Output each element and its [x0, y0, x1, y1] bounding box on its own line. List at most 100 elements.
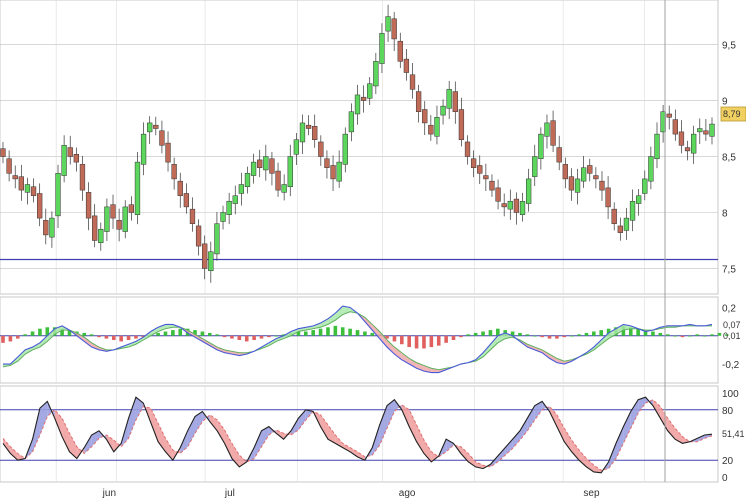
stochastic-fill-segment: [652, 399, 661, 419]
candle-down: [470, 158, 477, 168]
candle-down: [617, 225, 623, 233]
candle-up: [354, 94, 361, 115]
candle-down: [452, 91, 458, 112]
candle-up: [134, 161, 141, 215]
macd-bar-up: [45, 327, 50, 336]
candle-down: [110, 204, 116, 219]
price-y-tick-label: 7,5: [722, 264, 736, 275]
candle-down: [269, 158, 275, 174]
macd-bar-down: [237, 335, 242, 340]
candle-down: [195, 225, 202, 247]
candle-up: [691, 133, 697, 154]
candle-down: [171, 164, 177, 180]
macd-fill-segment: [39, 335, 48, 348]
macd-bar-up: [643, 330, 648, 336]
stochastic-fill-segment: [84, 435, 92, 454]
stochastic-fill-segment: [586, 458, 594, 472]
stochastic-fill-segment: [527, 405, 535, 431]
stochastic-fill-segment: [630, 399, 639, 429]
macd-bar-up: [724, 334, 729, 336]
macd-panel-frame: [0, 296, 719, 384]
macd-bar-down: [385, 335, 389, 339]
macd-value-label-1: 0,07: [723, 320, 741, 330]
candle-down: [153, 124, 159, 129]
macd-bar-up: [665, 334, 670, 336]
macd-line: [3, 305, 713, 374]
stochastic-fill-segment: [497, 447, 506, 462]
stochastic-fill-segment: [3, 438, 11, 454]
candle-up: [660, 111, 666, 133]
macd-fill-segment: [195, 334, 203, 342]
candle-up: [98, 229, 104, 243]
stochastic-fill-segment: [431, 451, 439, 462]
macd-fill-segment: [483, 344, 491, 357]
price-y-axis: 9,5 9 8,5 8 7,5: [722, 41, 736, 276]
candle-up: [532, 156, 538, 177]
macd-fill-segment: [298, 327, 306, 332]
last-value-label: 8,79: [723, 109, 741, 119]
candle-down: [275, 170, 281, 191]
macd-fill: [3, 306, 712, 373]
macd-fill-segment: [47, 328, 55, 342]
macd-bar-up: [488, 330, 493, 336]
macd-fill-segment: [327, 313, 336, 325]
candle-down: [318, 141, 324, 157]
macd-bar-up: [30, 331, 35, 336]
macd-bar-down: [244, 335, 249, 342]
macd-bar-down: [392, 335, 397, 342]
candle-up: [348, 111, 355, 133]
macd-fill-segment: [401, 352, 410, 365]
candle-up: [281, 184, 287, 193]
macd-bar-down: [1, 335, 5, 343]
candle-down: [409, 74, 416, 90]
macd-bar-up: [658, 332, 663, 336]
macd-bar-down: [414, 335, 419, 349]
stochastic-fill-segment: [468, 453, 476, 467]
candle-up: [636, 195, 642, 204]
macd-bar-up: [274, 335, 279, 337]
macd-bar-up: [333, 325, 338, 336]
stochastic-fill-segment: [69, 433, 77, 459]
macd-bar-up: [348, 328, 352, 336]
candle-up: [342, 133, 348, 165]
macd-fill-segment: [372, 324, 380, 339]
candle-up: [434, 117, 440, 137]
macd-bar-up: [525, 334, 530, 336]
candle-down: [556, 147, 562, 163]
candle-down: [305, 124, 312, 129]
month-label: jun: [102, 488, 116, 499]
macd-bar-down: [104, 335, 109, 339]
candle-up: [654, 133, 660, 160]
macd-bar-down: [436, 335, 441, 346]
macd-bar-up: [193, 330, 197, 336]
macd-bar-up: [510, 331, 515, 336]
macd-fill-segment: [387, 340, 395, 355]
macd-bar-up: [23, 334, 27, 336]
stochastic-fill-segment: [387, 399, 395, 429]
candle-down: [257, 159, 263, 168]
macd-bar-down: [97, 335, 101, 338]
macd-lines: [2, 305, 713, 374]
macd-fill-segment: [608, 328, 616, 339]
stochastic-fill-segment: [350, 447, 358, 457]
stochastic-fill-segment: [593, 465, 602, 473]
last-value-badge: [720, 106, 746, 122]
stochastic-fill-segment: [335, 435, 343, 448]
candle-up: [446, 89, 452, 109]
candle-down: [428, 124, 434, 135]
macd-bar-down: [555, 335, 559, 339]
candle-up: [379, 33, 385, 64]
macd-fill-segment: [601, 332, 609, 345]
candle-up: [697, 128, 703, 133]
stochastic-fill-segment: [224, 429, 232, 459]
macd-fill-segment: [394, 347, 402, 360]
stochastic-fill-segment: [556, 414, 565, 442]
macd-bar-up: [311, 330, 315, 336]
candle-up: [214, 223, 220, 255]
stochastic-fill-segment: [505, 439, 513, 456]
candle-down: [562, 164, 568, 180]
macd-bar-up: [695, 334, 700, 336]
month-label: ago: [399, 488, 416, 499]
candle-down: [116, 220, 122, 230]
macd-fill-segment: [91, 342, 100, 350]
